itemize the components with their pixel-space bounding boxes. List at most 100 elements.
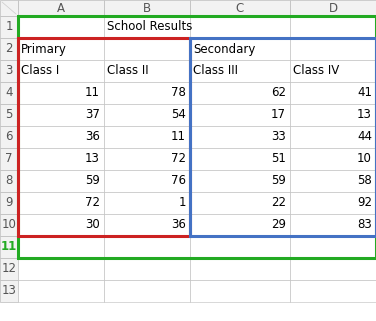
Bar: [190, 170, 290, 192]
Text: 13: 13: [2, 284, 17, 298]
Text: 3: 3: [5, 65, 13, 77]
Text: 33: 33: [271, 131, 286, 143]
Bar: [0, 148, 18, 170]
Text: 41: 41: [357, 86, 372, 100]
Bar: [0, 0, 18, 16]
Bar: [0, 214, 18, 236]
Text: 5: 5: [5, 108, 13, 122]
Bar: [0, 126, 18, 148]
Bar: [290, 82, 376, 104]
Bar: [104, 16, 190, 38]
Bar: [290, 16, 376, 38]
Text: C: C: [236, 2, 244, 14]
Text: Class I: Class I: [21, 65, 59, 77]
Text: 9: 9: [5, 196, 13, 210]
Text: Class II: Class II: [107, 65, 149, 77]
Bar: [290, 170, 376, 192]
Bar: [104, 192, 190, 214]
Bar: [18, 82, 104, 104]
Bar: [0, 236, 18, 258]
Bar: [18, 0, 104, 16]
Bar: [18, 38, 190, 236]
Bar: [190, 192, 290, 214]
Bar: [0, 38, 18, 60]
Text: 13: 13: [85, 152, 100, 166]
Bar: [18, 60, 104, 82]
Bar: [190, 148, 290, 170]
Bar: [290, 280, 376, 302]
Text: 2: 2: [5, 42, 13, 56]
Text: 7: 7: [5, 152, 13, 166]
Bar: [0, 170, 18, 192]
Bar: [104, 148, 190, 170]
Text: 6: 6: [5, 131, 13, 143]
Text: Class IV: Class IV: [293, 65, 339, 77]
Bar: [0, 258, 18, 280]
Bar: [190, 38, 290, 60]
Text: 22: 22: [271, 196, 286, 210]
Bar: [104, 170, 190, 192]
Bar: [104, 214, 190, 236]
Text: 36: 36: [171, 219, 186, 231]
Text: 62: 62: [271, 86, 286, 100]
Bar: [18, 126, 104, 148]
Bar: [190, 280, 290, 302]
Bar: [104, 104, 190, 126]
Text: Class III: Class III: [193, 65, 238, 77]
Text: D: D: [329, 2, 338, 14]
Bar: [0, 104, 18, 126]
Text: 1: 1: [179, 196, 186, 210]
Bar: [290, 148, 376, 170]
Text: 10: 10: [2, 219, 17, 231]
Text: B: B: [143, 2, 151, 14]
Bar: [18, 38, 104, 60]
Bar: [0, 16, 18, 38]
Bar: [190, 104, 290, 126]
Bar: [18, 258, 104, 280]
Text: 29: 29: [271, 219, 286, 231]
Bar: [104, 126, 190, 148]
Text: 92: 92: [357, 196, 372, 210]
Text: 36: 36: [85, 131, 100, 143]
Text: School Results: School Results: [107, 21, 193, 33]
Text: 11: 11: [85, 86, 100, 100]
Bar: [18, 16, 376, 258]
Text: 72: 72: [85, 196, 100, 210]
Text: 76: 76: [171, 175, 186, 187]
Bar: [290, 104, 376, 126]
Text: 8: 8: [5, 175, 13, 187]
Bar: [290, 214, 376, 236]
Bar: [104, 82, 190, 104]
Bar: [18, 236, 104, 258]
Text: 1: 1: [5, 21, 13, 33]
Text: 83: 83: [357, 219, 372, 231]
Text: 59: 59: [85, 175, 100, 187]
Bar: [18, 192, 104, 214]
Bar: [290, 258, 376, 280]
Bar: [18, 214, 104, 236]
Bar: [18, 170, 104, 192]
Text: 54: 54: [171, 108, 186, 122]
Text: 78: 78: [171, 86, 186, 100]
Bar: [104, 38, 190, 60]
Text: 17: 17: [271, 108, 286, 122]
Text: 58: 58: [357, 175, 372, 187]
Bar: [190, 60, 290, 82]
Text: 59: 59: [271, 175, 286, 187]
Text: 30: 30: [85, 219, 100, 231]
Text: 51: 51: [271, 152, 286, 166]
Bar: [18, 104, 104, 126]
Bar: [18, 148, 104, 170]
Bar: [290, 236, 376, 258]
Bar: [290, 60, 376, 82]
Bar: [0, 192, 18, 214]
Bar: [190, 0, 290, 16]
Bar: [190, 16, 290, 38]
Bar: [18, 16, 104, 38]
Bar: [290, 126, 376, 148]
Bar: [0, 280, 18, 302]
Text: 4: 4: [5, 86, 13, 100]
Bar: [190, 214, 290, 236]
Bar: [190, 258, 290, 280]
Bar: [190, 82, 290, 104]
